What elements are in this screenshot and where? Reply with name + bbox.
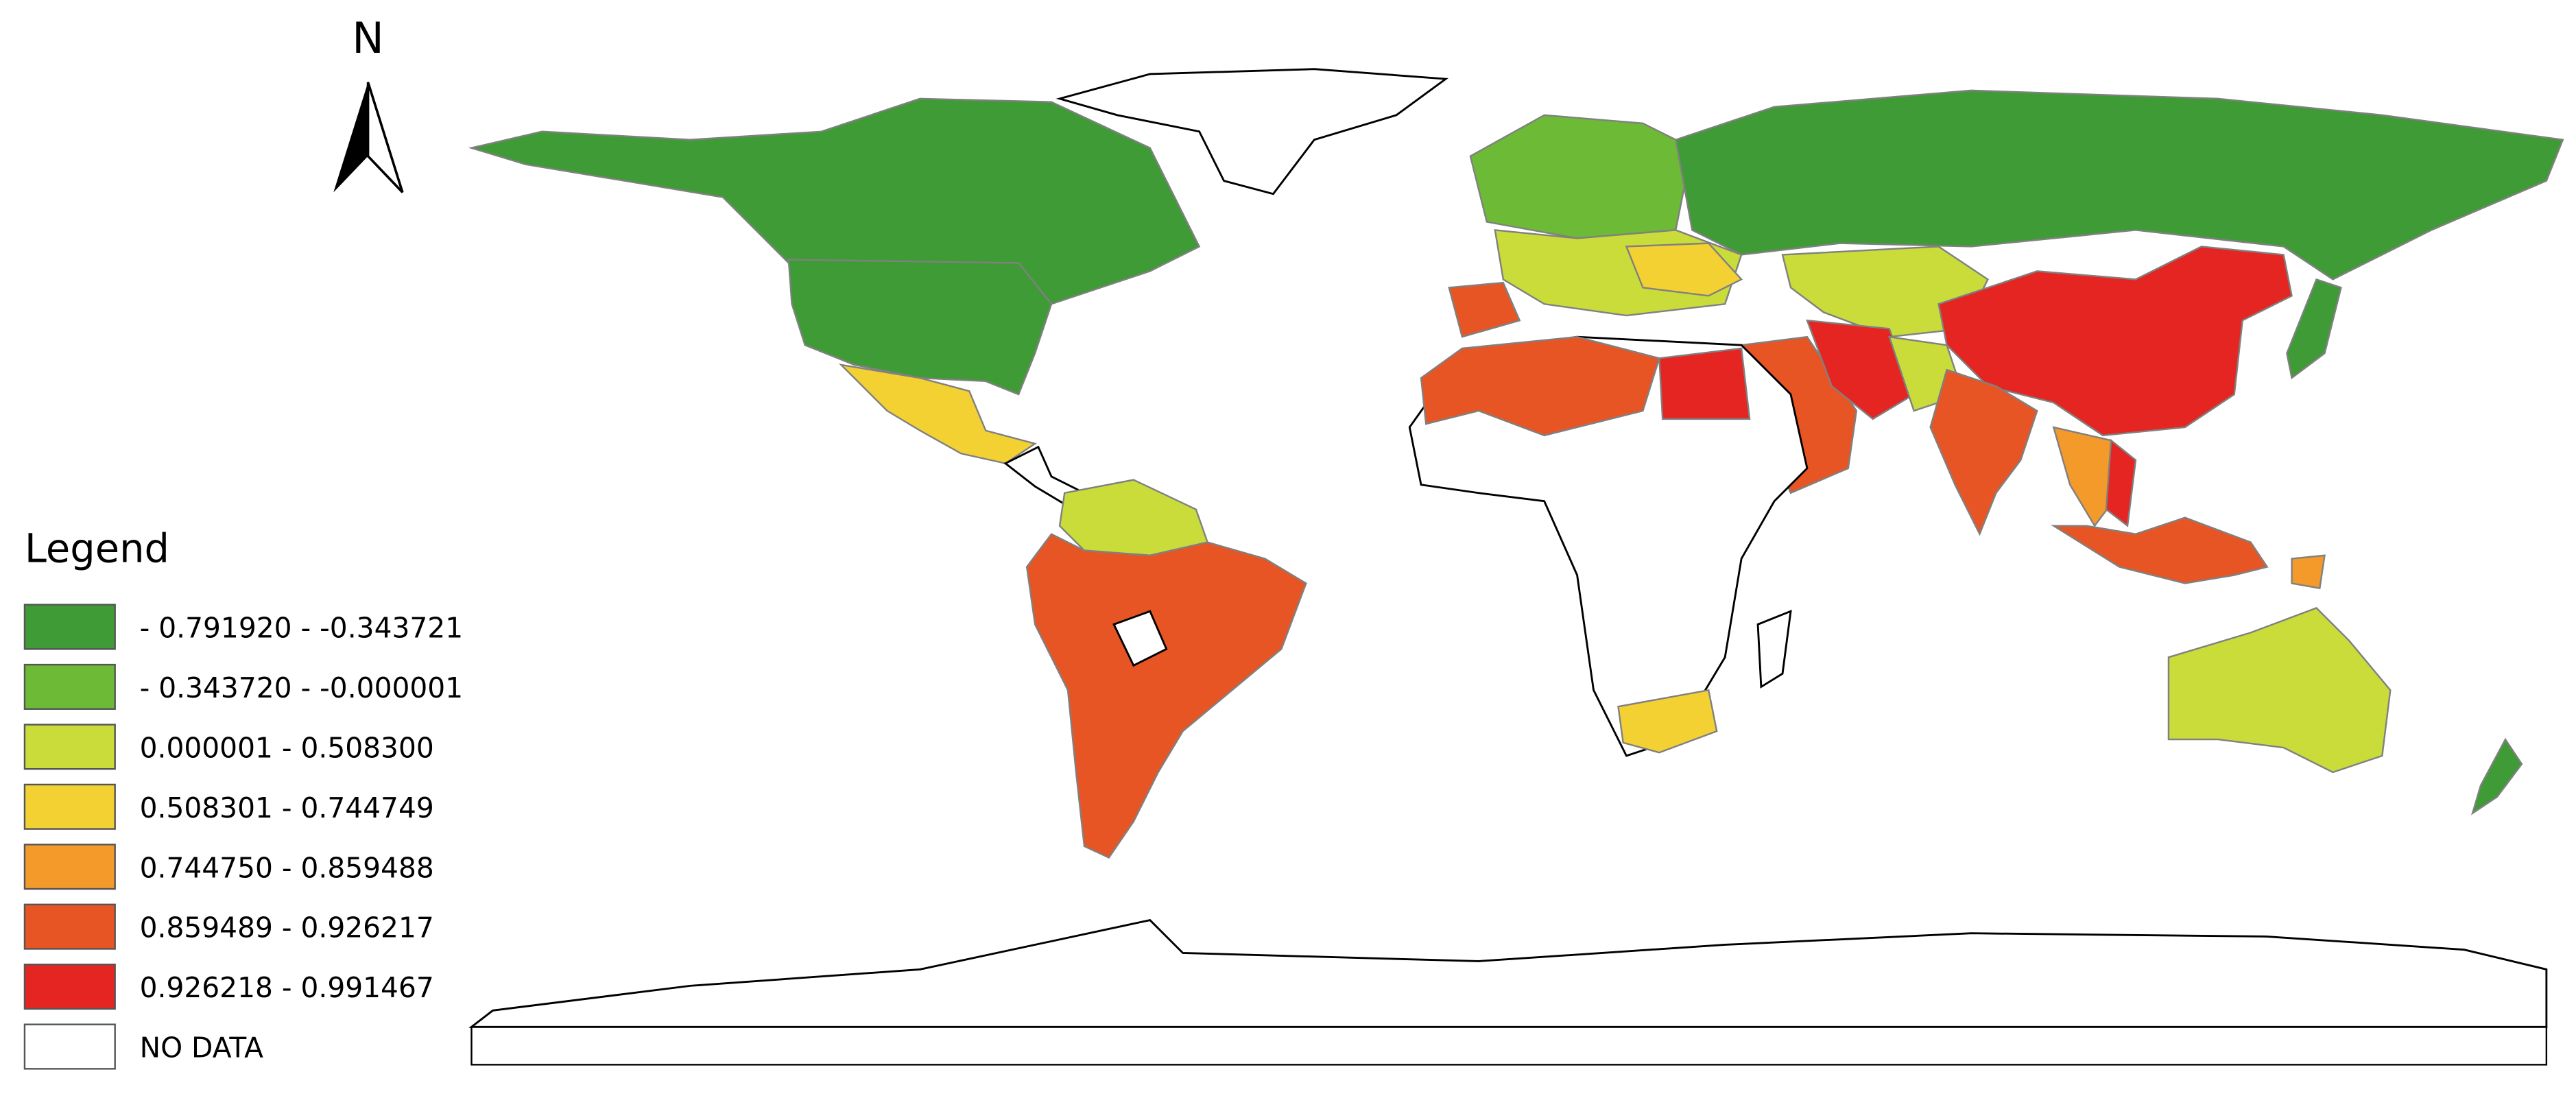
country bbox=[1025, 533, 1307, 859]
legend-swatch bbox=[23, 844, 116, 890]
country bbox=[468, 918, 2548, 1028]
countries bbox=[468, 68, 2564, 1066]
legend-swatch bbox=[23, 783, 116, 830]
country bbox=[1469, 114, 1693, 239]
country bbox=[1625, 242, 1743, 297]
country bbox=[1674, 89, 2564, 281]
legend-swatch bbox=[23, 903, 116, 950]
country bbox=[1929, 368, 2038, 536]
country bbox=[787, 259, 1053, 396]
country bbox=[2105, 438, 2137, 527]
legend-swatch bbox=[23, 1023, 116, 1070]
country bbox=[838, 364, 1037, 464]
map-frame bbox=[470, 1026, 2548, 1066]
country bbox=[2051, 516, 2269, 584]
country bbox=[1408, 335, 1809, 757]
legend-label: 0.000001 - 0.508300 bbox=[140, 731, 434, 764]
country bbox=[2286, 278, 2342, 380]
legend-swatch bbox=[23, 604, 116, 650]
country bbox=[1056, 68, 1448, 195]
north-label: N bbox=[352, 13, 384, 63]
legend-label: 0.508301 - 0.744749 bbox=[140, 791, 434, 824]
legend-swatch bbox=[23, 724, 116, 770]
country bbox=[1781, 246, 1989, 338]
country bbox=[2291, 554, 2326, 590]
country bbox=[468, 97, 1201, 305]
legend-label: - 0.791920 - -0.343721 bbox=[140, 612, 464, 645]
legend: - 0.791920 - -0.343721 - 0.343720 - -0.00… bbox=[23, 604, 464, 1070]
legend-label: 0.744750 - 0.859488 bbox=[140, 851, 434, 884]
legend-title: Legend bbox=[25, 525, 169, 571]
country bbox=[1112, 610, 1168, 667]
north-arrow bbox=[333, 82, 368, 193]
country bbox=[1806, 319, 1916, 420]
legend-label: 0.926218 - 0.991467 bbox=[140, 971, 434, 1004]
legend-swatch bbox=[23, 964, 116, 1010]
north-arrow bbox=[366, 82, 404, 193]
country bbox=[1617, 689, 1718, 754]
country bbox=[1058, 479, 1209, 556]
country bbox=[2167, 607, 2392, 774]
country bbox=[1658, 347, 1751, 420]
legend-label: - 0.343720 - -0.000001 bbox=[140, 671, 464, 704]
legend-swatch bbox=[23, 663, 116, 710]
country bbox=[1420, 335, 1660, 437]
country bbox=[2471, 737, 2523, 815]
country bbox=[1756, 609, 1792, 689]
legend-label: NO DATA bbox=[140, 1032, 263, 1064]
legend-label: 0.859489 - 0.926217 bbox=[140, 912, 434, 944]
country bbox=[1448, 281, 1521, 338]
